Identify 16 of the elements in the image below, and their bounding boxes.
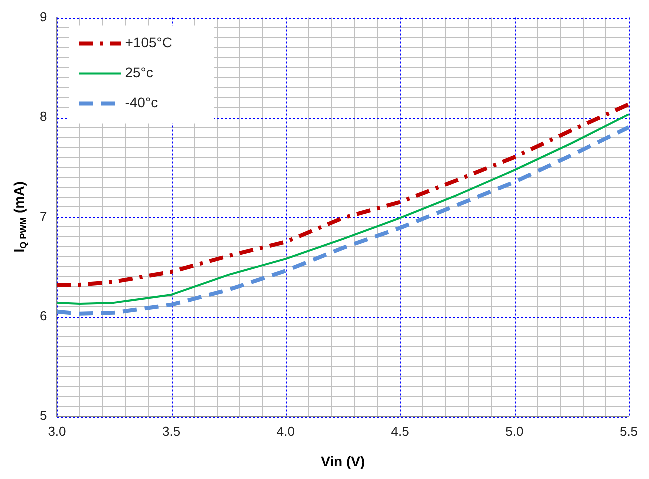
y-axis-title: IQ PWM (mA) [10, 182, 28, 253]
legend-label: +105°C [125, 34, 172, 51]
x-tick-label: 5.5 [620, 424, 638, 439]
x-axis-title: Vin (V) [321, 453, 366, 470]
x-tick-label: 3.0 [48, 424, 66, 439]
x-tick-label: 4.5 [391, 424, 410, 439]
y-tick-label: 8 [40, 109, 48, 124]
legend-label: 25°c [125, 64, 154, 81]
x-tick-label: 4.0 [276, 424, 295, 439]
y-tick-label: 6 [40, 308, 48, 324]
legend-label: -40°c [125, 94, 158, 111]
y-tick-label: 9 [40, 9, 48, 24]
y-tick-label: 5 [40, 408, 48, 424]
y-tick-label: 7 [40, 208, 48, 224]
x-tick-label: 3.5 [162, 424, 181, 439]
x-tick-label: 5.0 [506, 424, 524, 439]
